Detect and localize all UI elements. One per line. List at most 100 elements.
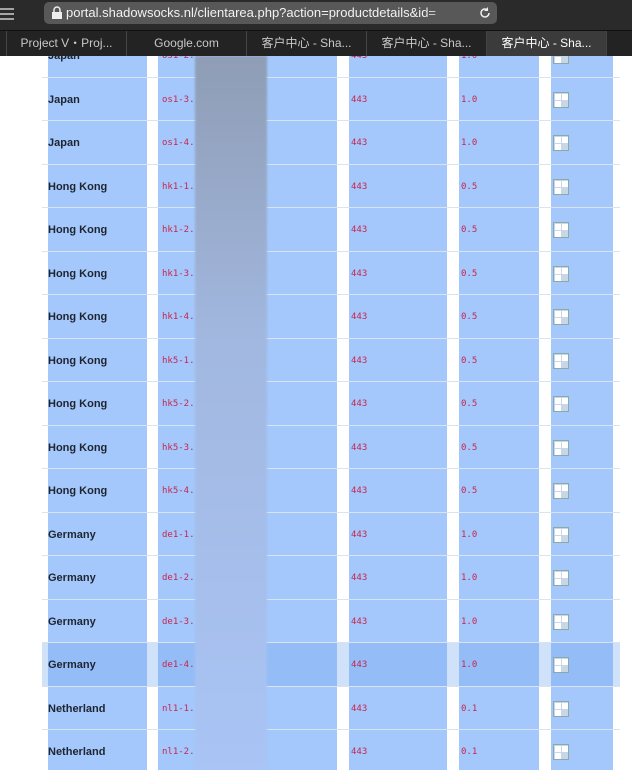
port: 443 — [351, 56, 368, 61]
lock-icon — [52, 6, 62, 19]
qr-icon[interactable] — [553, 483, 569, 499]
region: Hong Kong — [48, 485, 108, 497]
table-row: Hong Kong hk5-4. 443 0.5 — [42, 468, 620, 512]
server: hk5-3. — [162, 442, 195, 453]
port: 443 — [351, 660, 368, 670]
ratio: 0.5 — [461, 399, 478, 409]
tab[interactable]: 客户中心 - Sha... — [486, 31, 606, 57]
qr-icon[interactable] — [553, 222, 569, 238]
reload-icon[interactable] — [478, 6, 492, 20]
port: 443 — [351, 181, 368, 192]
port: 443 — [351, 268, 368, 279]
tab[interactable]: 客户中心 - Sha... — [246, 31, 366, 57]
ratio: 0.1 — [461, 747, 478, 757]
region: Japan — [48, 93, 80, 106]
region: Hong Kong — [48, 354, 108, 367]
table-row: Germany de1-2. 443 1.0 — [42, 555, 620, 599]
server: os1-3. — [162, 94, 195, 105]
ratio: 0.5 — [461, 312, 478, 322]
table-row: Japan os1-3. 443 1.0 — [42, 76, 620, 121]
qr-icon[interactable] — [553, 570, 569, 586]
port: 443 — [351, 616, 368, 627]
server: hk1-3. — [162, 268, 195, 279]
column-highlight — [349, 56, 447, 770]
table-row: Hong Kong hk5-3. 443 0.5 — [42, 424, 620, 469]
server: nl1-1. — [162, 703, 195, 714]
address-bar[interactable]: portal.shadowsocks.nl/clientarea.php?act… — [44, 2, 497, 24]
tab[interactable]: 客户中心 - Sha... — [366, 31, 486, 57]
ratio: 0.5 — [461, 181, 478, 192]
server: nl1-2. — [162, 747, 195, 757]
server: hk5-1. — [162, 355, 195, 366]
region: Japan — [48, 137, 80, 149]
region: Japan — [48, 56, 80, 62]
region: Netherland — [48, 702, 106, 715]
qr-icon[interactable] — [553, 91, 569, 108]
url: portal.shadowsocks.nl/clientarea.php?act… — [66, 5, 437, 20]
qr-icon[interactable] — [553, 744, 569, 760]
server: de1-2. — [162, 573, 195, 583]
port: 443 — [351, 442, 368, 453]
region: Hong Kong — [48, 398, 108, 410]
table-row: Netherland nl1-1. 443 0.1 — [42, 685, 620, 730]
port: 443 — [351, 573, 368, 583]
qr-icon[interactable] — [553, 135, 569, 151]
region: Netherland — [48, 746, 106, 758]
server: hk5-4. — [162, 486, 195, 496]
server: de1-4. — [162, 660, 195, 670]
port: 443 — [351, 747, 368, 757]
qr-icon[interactable] — [553, 700, 569, 717]
region: Hong Kong — [48, 267, 108, 280]
ratio: 0.1 — [461, 703, 478, 714]
region: Germany — [48, 615, 96, 628]
table-row: Japan os1-2. 443 1.0 — [42, 56, 620, 77]
qr-icon[interactable] — [553, 657, 569, 673]
server: os1-4. — [162, 138, 195, 148]
server: de1-1. — [162, 529, 195, 540]
region: Germany — [48, 572, 96, 584]
qr-icon[interactable] — [553, 352, 569, 369]
tab[interactable]: Google.com — [126, 31, 246, 57]
ratio: 1.0 — [461, 138, 478, 148]
port: 443 — [351, 529, 368, 540]
region: Hong Kong — [48, 180, 108, 193]
qr-icon[interactable] — [553, 56, 569, 64]
ratio: 1.0 — [461, 616, 478, 627]
qr-icon[interactable] — [553, 309, 569, 325]
qr-icon[interactable] — [553, 613, 569, 630]
port: 443 — [351, 138, 368, 148]
table-row: Hong Kong hk1-2. 443 0.5 — [42, 207, 620, 251]
tab[interactable]: Project V・Proj... — [6, 31, 126, 57]
ratio: 0.5 — [461, 442, 478, 453]
table-row: Hong Kong hk5-1. 443 0.5 — [42, 337, 620, 382]
port: 443 — [351, 486, 368, 496]
address-bar-area: portal.shadowsocks.nl/clientarea.php?act… — [0, 0, 632, 30]
server: hk1-2. — [162, 225, 195, 235]
table-row: Japan os1-4. 443 1.0 — [42, 120, 620, 164]
ratio: 1.0 — [461, 660, 478, 670]
qr-icon[interactable] — [553, 439, 569, 456]
table-row: Hong Kong hk5-2. 443 0.5 — [42, 381, 620, 425]
ratio: 1.0 — [461, 573, 478, 583]
table-row: Hong Kong hk1-1. 443 0.5 — [42, 163, 620, 208]
server: hk1-4. — [162, 312, 195, 322]
table-row: Germany de1-1. 443 1.0 — [42, 511, 620, 556]
qr-icon[interactable] — [553, 526, 569, 543]
qr-icon[interactable] — [553, 265, 569, 282]
ratio: 1.0 — [461, 56, 478, 61]
menu-icon[interactable] — [0, 4, 20, 24]
qr-icon[interactable] — [553, 396, 569, 412]
region: Germany — [48, 659, 96, 671]
port: 443 — [351, 312, 368, 322]
ratio: 0.5 — [461, 486, 478, 496]
server: de1-3. — [162, 616, 195, 627]
ratio: 1.0 — [461, 94, 478, 105]
region: Hong Kong — [48, 441, 108, 454]
region: Hong Kong — [48, 224, 108, 236]
server: hk5-2. — [162, 399, 195, 409]
redacted-blur — [195, 56, 267, 770]
port: 443 — [351, 94, 368, 105]
ratio: 0.5 — [461, 225, 478, 235]
qr-icon[interactable] — [553, 178, 569, 195]
tab[interactable] — [606, 31, 632, 57]
